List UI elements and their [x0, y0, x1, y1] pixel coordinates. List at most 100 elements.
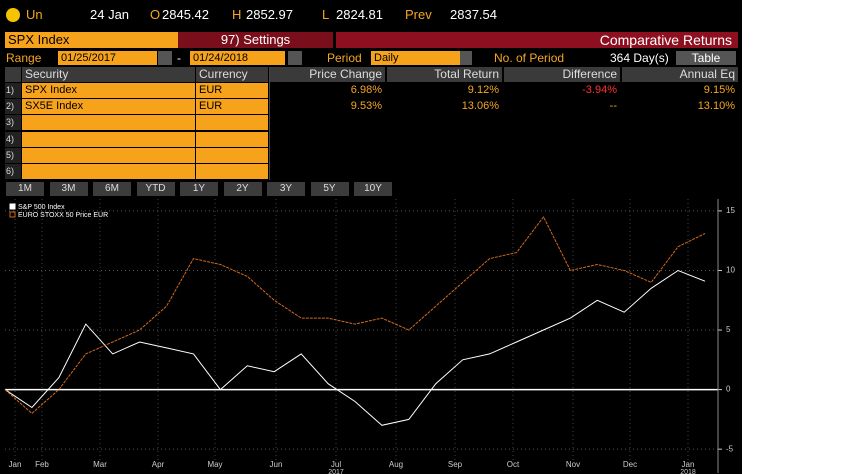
row-number: 4) — [5, 131, 21, 147]
value-cell: -3.94% — [582, 84, 617, 96]
value-cell — [270, 132, 385, 147]
label: H — [232, 7, 242, 22]
input-cell[interactable] — [22, 164, 195, 179]
row-number: 5) — [5, 147, 21, 163]
value-cell — [504, 132, 620, 147]
value-cell: 13.10% — [697, 100, 735, 113]
x-tick-label: Mar — [93, 460, 107, 469]
count-label: No. of Period — [494, 51, 565, 65]
range-button[interactable]: 2Y — [223, 182, 262, 196]
value: 2824.81 — [336, 7, 383, 22]
range-button[interactable]: 10Y — [354, 182, 392, 196]
status: Un — [26, 7, 43, 22]
value-cell — [622, 132, 738, 147]
input-cell[interactable] — [196, 115, 268, 131]
dash: - — [177, 51, 181, 65]
input-cell[interactable]: EUR — [196, 83, 268, 98]
value-cell: 13.06% — [461, 100, 499, 113]
table-button[interactable]: Table — [676, 51, 736, 65]
y-tick-label: 15 — [726, 206, 735, 215]
input-cell[interactable] — [22, 115, 195, 131]
input-cell[interactable] — [196, 147, 268, 163]
input-cell[interactable]: EUR — [196, 99, 268, 115]
value-cell — [387, 132, 502, 147]
row-number: 2) — [5, 99, 21, 115]
header-corner — [5, 67, 21, 82]
value-cell — [504, 115, 620, 130]
count: 364 Day(s) — [610, 51, 669, 65]
column-header: Currency — [196, 67, 268, 82]
settings-button[interactable]: 97) Settings — [178, 32, 333, 48]
range-button[interactable]: 6M — [93, 182, 131, 196]
y-tick-label: -5 — [726, 444, 734, 453]
range-button[interactable]: 3Y — [267, 182, 305, 196]
period-label: Period — [327, 51, 362, 65]
label: O — [150, 7, 161, 22]
x-tick-label: Aug — [389, 460, 403, 469]
value-cell: -- — [609, 100, 617, 113]
column-header: Price Change — [270, 67, 385, 82]
range-button[interactable]: 1M — [6, 182, 44, 196]
input-cell[interactable] — [196, 164, 268, 179]
range-button[interactable]: 3M — [49, 182, 88, 196]
legend-label: EURO STOXX 50 Price EUR — [18, 212, 108, 219]
start-date[interactable]: 01/25/2017 — [58, 51, 157, 65]
calendar-icon[interactable] — [288, 51, 302, 65]
dropdown-arrow[interactable] — [460, 51, 472, 65]
value-cell: 9.53% — [350, 100, 382, 113]
value: 2852.97 — [246, 7, 293, 22]
date: 24 Jan — [90, 7, 130, 22]
range-button[interactable]: 5Y — [310, 182, 349, 196]
x-tick-label: Feb — [35, 460, 49, 469]
table-border — [269, 67, 270, 180]
value-cell — [387, 164, 502, 179]
legend-swatch — [9, 203, 16, 210]
input-cell[interactable] — [196, 131, 268, 147]
terminal: Un 24 Jan O 2845.42 H 2852.97 L 2824.81 … — [0, 0, 742, 474]
input-cell[interactable]: SX5E Index — [22, 99, 195, 115]
value-cell — [387, 115, 502, 130]
series-line — [4, 269, 706, 426]
y-tick-label: 5 — [726, 325, 731, 334]
value: 2845.42 — [162, 7, 209, 22]
column-header: Security — [22, 67, 195, 82]
input-cell[interactable] — [22, 147, 195, 163]
column-header: Difference — [504, 67, 620, 82]
value-cell — [270, 148, 385, 163]
year-label: 2018 — [680, 469, 696, 474]
y-tick-label: 0 — [726, 385, 731, 394]
row-number: 6) — [5, 164, 21, 179]
x-tick-label: May — [207, 460, 222, 469]
x-tick-label: Jun — [270, 460, 283, 469]
chart: 15 10 5 0 -5 Jan Feb Mar Apr May Jun Jul Aug Sep Oct No… — [4, 199, 735, 474]
value-cell — [270, 115, 385, 130]
value-cell: 6.98% — [350, 84, 382, 96]
calendar-icon[interactable] — [158, 51, 172, 65]
end-date[interactable]: 01/24/2018 — [190, 51, 285, 65]
value-cell — [504, 148, 620, 163]
x-tick-label: Dec — [623, 460, 637, 469]
range-button[interactable]: YTD — [136, 182, 175, 196]
y-tick-label: 10 — [726, 266, 735, 275]
input-cell[interactable]: SPX Index — [22, 83, 195, 98]
legend-swatch — [9, 211, 16, 218]
value-cell — [270, 164, 385, 179]
value-cell: 9.12% — [467, 84, 499, 96]
value-cell — [622, 115, 738, 130]
status-icon — [6, 8, 20, 22]
x-tick-label: Jan — [9, 460, 22, 469]
column-header: Annual Eq — [622, 67, 738, 82]
range-label: Range — [6, 51, 42, 65]
label: Prev — [405, 7, 432, 22]
value-cell: 9.15% — [703, 84, 735, 96]
security-field[interactable]: SPX Index — [5, 32, 180, 48]
value-cell — [387, 148, 502, 163]
column-header: Total Return — [387, 67, 502, 82]
period-dropdown[interactable]: Daily — [371, 51, 460, 65]
input-cell[interactable] — [22, 131, 195, 147]
title: Comparative Returns — [336, 32, 738, 48]
year-label: 2017 — [328, 469, 344, 474]
range-button[interactable]: 1Y — [180, 182, 218, 196]
x-tick-label: Jan — [682, 460, 695, 469]
